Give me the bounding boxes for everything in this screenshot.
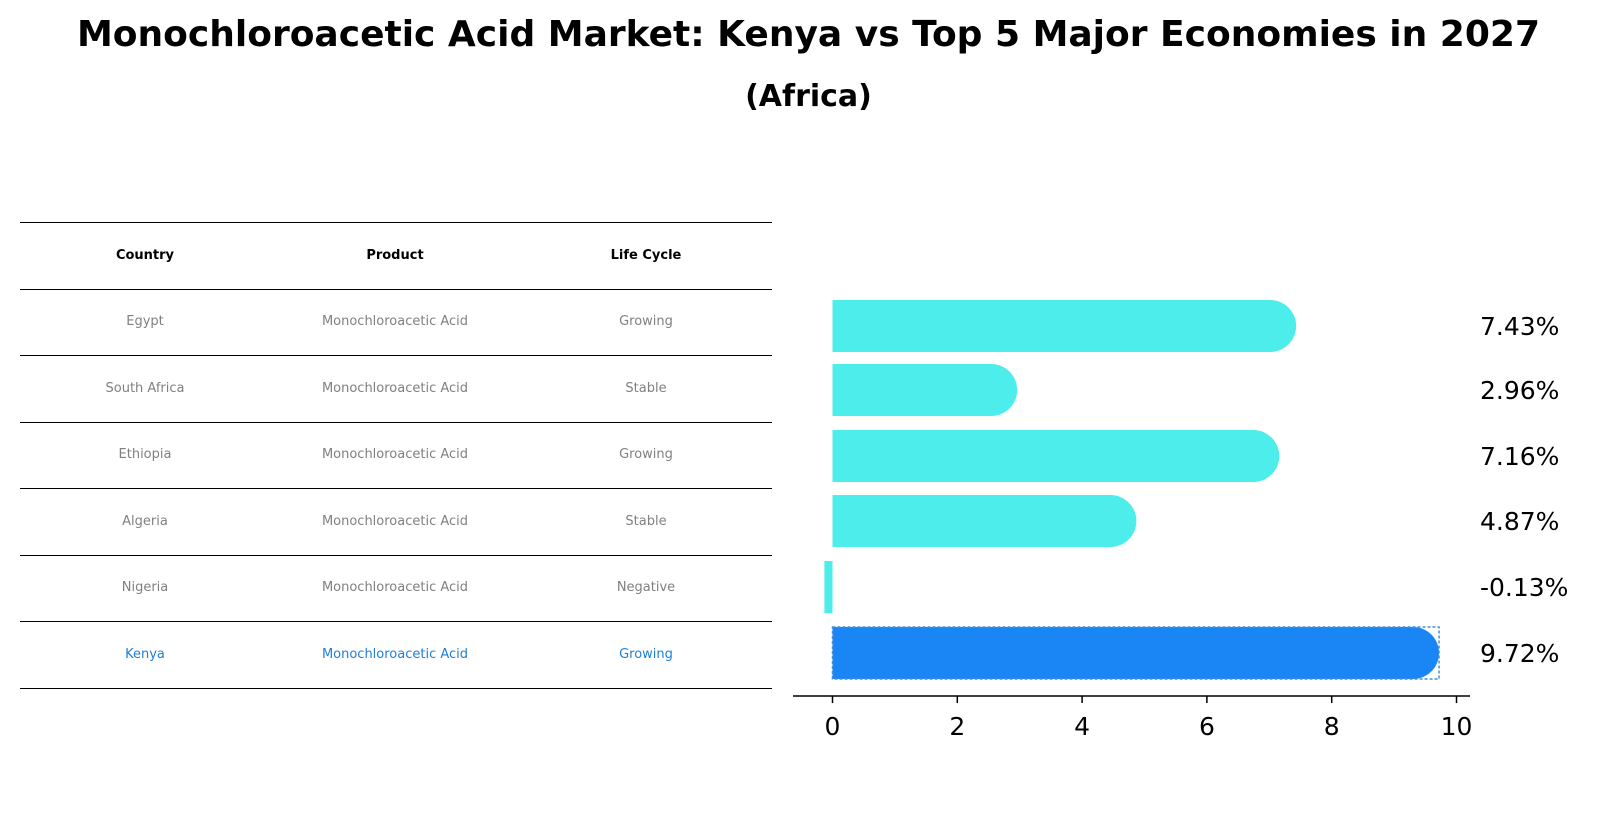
table-row: South Africa Monochloroacetic Acid Stabl…	[20, 355, 772, 422]
cell-country: Kenya	[125, 646, 165, 662]
bar-south-africa	[832, 364, 1018, 416]
cell-product: Monochloroacetic Acid	[321, 314, 469, 330]
x-tick-label: 8	[1324, 712, 1340, 741]
cell-life-cycle: Stable	[625, 380, 667, 396]
table-rule	[20, 488, 772, 489]
value-label: 9.72%	[1480, 639, 1559, 668]
data-table: Country Product Life Cycle Egypt Monochl…	[20, 222, 772, 689]
cell-country: Ethiopia	[118, 447, 172, 463]
table-row: Egypt Monochloroacetic Acid Growing	[20, 289, 772, 356]
cell-country: South Africa	[105, 380, 185, 396]
cell-product: Monochloroacetic Acid	[321, 513, 469, 529]
value-label: 7.16%	[1480, 442, 1559, 471]
cell-country: Algeria	[122, 513, 168, 529]
x-tick-label: 4	[1074, 712, 1090, 741]
value-label: 7.43%	[1480, 312, 1559, 341]
cell-life-cycle: Growing	[619, 447, 673, 463]
cell-product: Monochloroacetic Acid	[321, 580, 469, 596]
cell-country: Nigeria	[121, 580, 169, 596]
bar-ethiopia	[832, 430, 1280, 482]
chart-subtitle: (Africa)	[745, 79, 872, 114]
cell-life-cycle: Negative	[616, 580, 676, 596]
cell-life-cycle: Growing	[619, 314, 673, 330]
table-rule	[20, 288, 772, 290]
table-rule	[20, 222, 772, 223]
bar-kenya	[832, 627, 1440, 679]
chart-title: Monochloroacetic Acid Market: Kenya vs T…	[76, 14, 1540, 55]
bar-nigeria	[824, 561, 833, 613]
x-tick-label: 10	[1441, 712, 1473, 741]
header-life-cycle: Life Cycle	[610, 247, 682, 263]
value-label: -0.13%	[1480, 573, 1568, 602]
bar-highlight-outline	[831, 626, 1440, 680]
table-row-highlight: Kenya Monochloroacetic Acid Growing	[20, 621, 772, 688]
cell-life-cycle: Growing	[619, 646, 673, 662]
table-row: Ethiopia Monochloroacetic Acid Growing	[20, 422, 772, 489]
x-tick-label: 6	[1199, 712, 1215, 741]
x-tick-label: 2	[949, 712, 965, 741]
bar-egypt	[832, 300, 1297, 352]
table-row: Nigeria Monochloroacetic Acid Negative	[20, 555, 772, 622]
cell-country: Egypt	[126, 314, 164, 330]
table-rule	[20, 355, 772, 356]
cell-life-cycle: Stable	[625, 513, 667, 529]
table-row: Algeria Monochloroacetic Acid Stable	[20, 488, 772, 555]
table-rule	[20, 554, 772, 556]
header-product: Product	[366, 247, 424, 263]
value-label: 4.87%	[1480, 507, 1559, 536]
header-country: Country	[115, 247, 175, 263]
x-tick-label: 0	[825, 712, 841, 741]
table-header-row: Country Product Life Cycle	[20, 222, 772, 289]
cell-product: Monochloroacetic Acid	[321, 447, 469, 463]
cell-product: Monochloroacetic Acid	[321, 646, 469, 662]
value-label: 2.96%	[1480, 376, 1559, 405]
table-rule	[20, 621, 772, 622]
table-rule	[20, 687, 772, 689]
bar-algeria	[832, 495, 1137, 547]
table-rule	[20, 421, 772, 423]
cell-product: Monochloroacetic Acid	[321, 380, 469, 396]
